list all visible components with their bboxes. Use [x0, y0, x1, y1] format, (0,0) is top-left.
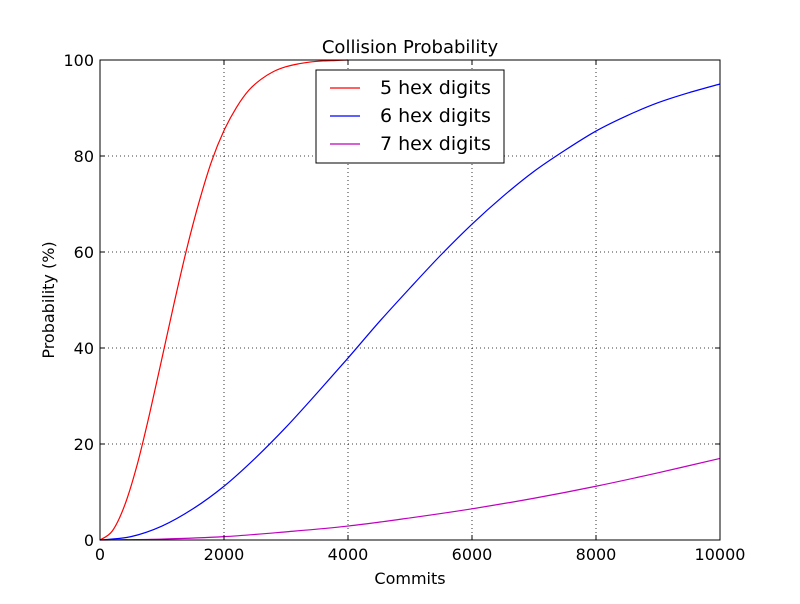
- plot-frame: [99, 59, 721, 541]
- series-line-2: [99, 83, 721, 541]
- x-tick-label: 6000: [452, 545, 493, 564]
- y-axis-label: Probability (%): [39, 241, 58, 358]
- y-tick-label: 40: [74, 339, 94, 358]
- y-tick-label: 60: [74, 243, 94, 262]
- x-axis-label: Commits: [374, 569, 445, 588]
- axis-ticks: 0 2000 4000 6000 8000 10000 0 20 40 60 80 100: [63, 51, 745, 564]
- series-line-1: [99, 59, 349, 541]
- grid: [100, 60, 720, 540]
- x-tick-label: 0: [95, 545, 105, 564]
- y-tick-label: 80: [74, 147, 94, 166]
- y-tick-label: 0: [84, 531, 94, 550]
- x-tick-label: 8000: [576, 545, 617, 564]
- legend-label-1: 5 hex digits: [380, 77, 491, 99]
- x-tick-label: 2000: [204, 545, 245, 564]
- chart-title: Collision Probability: [322, 37, 499, 58]
- legend: 5 hex digits 6 hex digits 7 hex digits: [315, 69, 505, 164]
- x-tick-label: 4000: [328, 545, 369, 564]
- legend-label-3: 7 hex digits: [380, 133, 491, 155]
- x-tick-label: 10000: [695, 545, 746, 564]
- series-layer: [99, 59, 721, 541]
- y-tick-label: 100: [63, 51, 94, 70]
- series-line-3: [99, 457, 721, 541]
- y-tick-label: 20: [74, 435, 94, 454]
- legend-label-2: 6 hex digits: [380, 105, 491, 127]
- legend-items: 5 hex digits 6 hex digits 7 hex digits: [330, 77, 491, 155]
